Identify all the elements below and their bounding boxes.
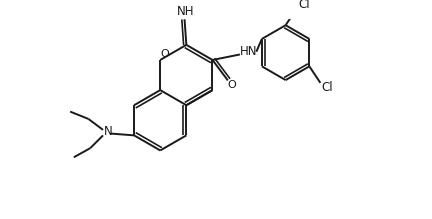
Text: NH: NH: [177, 5, 194, 18]
Text: Cl: Cl: [298, 0, 310, 11]
Text: HN: HN: [240, 45, 258, 58]
Text: O: O: [160, 49, 169, 60]
Text: Cl: Cl: [322, 81, 334, 94]
Text: O: O: [227, 80, 236, 90]
Text: N: N: [104, 125, 113, 138]
